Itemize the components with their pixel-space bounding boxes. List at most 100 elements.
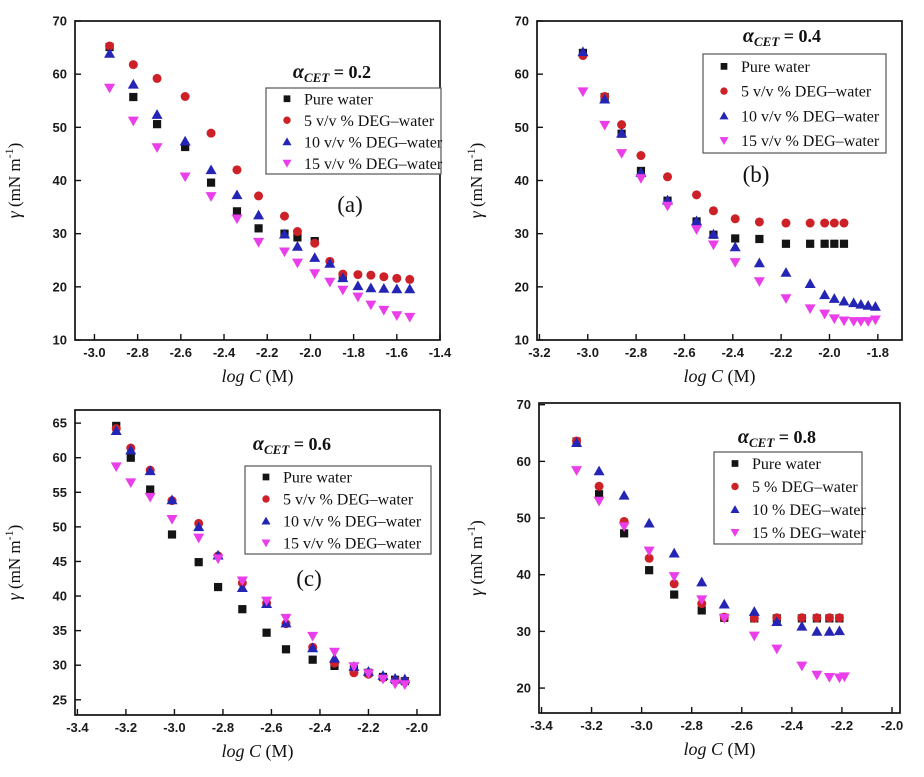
legend: Pure water 5 v/v % DEG–water 10 v/v % DEG–… (265, 87, 443, 175)
panel-title: αCET = 0.2 (293, 61, 371, 85)
svg-text:50: 50 (53, 519, 67, 534)
svg-text:-2.8: -2.8 (126, 345, 148, 360)
svg-text:-1.8: -1.8 (867, 345, 889, 360)
svg-text:-2.8: -2.8 (625, 345, 647, 360)
svg-text:Pure water: Pure water (752, 456, 822, 473)
y-axis-label: γ (mN m-1) (464, 143, 486, 219)
svg-text:-2.4: -2.4 (781, 718, 804, 733)
panel-letter: (c) (296, 566, 322, 591)
svg-text:-3.4: -3.4 (530, 718, 553, 733)
svg-text:Pure water: Pure water (741, 59, 811, 76)
series-15-v-v-deg-water (110, 462, 411, 690)
svg-text:60: 60 (53, 67, 67, 82)
plot-border (538, 402, 901, 714)
svg-text:-3.0: -3.0 (630, 718, 652, 733)
svg-text:55: 55 (53, 485, 67, 500)
chart-d: -3.4 -3.2 -3.0 -2.8 -2.6 -2.4 -2.2 -2.0 20 30 40 50… (464, 397, 903, 760)
legend: Pure water 5 v/v % DEG–water 10 v/v % DEG–… (702, 53, 887, 154)
svg-text:65: 65 (53, 416, 67, 431)
panel-title: αCET = 0.4 (743, 25, 821, 49)
subplot-d: -3.4 -3.2 -3.0 -2.8 -2.6 -2.4 -2.2 -2.0 20 30 40 50… (462, 390, 924, 777)
svg-text:-3.0: -3.0 (163, 720, 185, 735)
svg-text:-2.2: -2.2 (357, 720, 379, 735)
x-axis-label: log C (M) (683, 739, 755, 760)
panel-title: αCET = 0.6 (253, 433, 331, 457)
y-axis-ticks: 25 30 35 40 45 50 55 60 65 (53, 416, 81, 707)
chart-a: -3.0 -2.8 -2.6 -2.4 -2.2 -2.0 -1.8 -1.6 -1.4 10 20… (2, 14, 452, 388)
svg-text:-2.4: -2.4 (213, 345, 236, 360)
svg-text:15 % DEG–water: 15 % DEG–water (752, 525, 866, 542)
svg-text:15 v/v % DEG–water: 15 v/v % DEG–water (741, 133, 880, 150)
svg-text:-2.6: -2.6 (731, 718, 753, 733)
svg-text:40: 40 (53, 173, 67, 188)
svg-text:60: 60 (515, 67, 529, 82)
svg-text:-2.0: -2.0 (818, 345, 840, 360)
svg-text:10 v/v % DEG–water: 10 v/v % DEG–water (741, 108, 880, 125)
svg-text:10: 10 (515, 333, 529, 348)
x-axis-label: log C (M) (683, 366, 755, 387)
svg-text:-2.6: -2.6 (170, 345, 192, 360)
svg-text:70: 70 (53, 14, 67, 29)
series-10-v-v-deg-water (577, 46, 881, 311)
svg-text:30: 30 (515, 226, 529, 241)
svg-text:-3.2: -3.2 (580, 718, 602, 733)
svg-text:Pure water: Pure water (283, 470, 353, 487)
svg-text:-3.2: -3.2 (528, 345, 550, 360)
svg-text:-1.4: -1.4 (429, 345, 452, 360)
svg-text:-2.0: -2.0 (406, 720, 428, 735)
svg-text:5 v/v % DEG–water: 5 v/v % DEG–water (283, 492, 414, 509)
series-15-deg-water (571, 466, 850, 684)
svg-text:-2.0: -2.0 (881, 718, 903, 733)
svg-text:-2.2: -2.2 (256, 345, 278, 360)
svg-text:-3.0: -3.0 (83, 345, 105, 360)
svg-text:-2.4: -2.4 (309, 720, 332, 735)
svg-text:40: 40 (53, 589, 67, 604)
svg-text:Pure water: Pure water (304, 91, 374, 108)
svg-text:40: 40 (515, 173, 529, 188)
svg-text:20: 20 (517, 681, 531, 696)
svg-text:60: 60 (517, 454, 531, 469)
y-axis-ticks: 20 30 40 50 60 70 (517, 397, 545, 696)
series-15-v-v-deg-water (577, 87, 881, 327)
plot-border (74, 409, 441, 716)
svg-text:50: 50 (53, 120, 67, 135)
svg-text:50: 50 (517, 511, 531, 526)
y-axis-label: γ (mN m-1) (2, 525, 24, 601)
svg-text:5 v/v % DEG–water: 5 v/v % DEG–water (304, 113, 435, 130)
svg-text:20: 20 (515, 279, 529, 294)
svg-text:30: 30 (517, 624, 531, 639)
svg-text:70: 70 (515, 14, 529, 29)
svg-text:30: 30 (53, 226, 67, 241)
series-10-deg-water (571, 437, 845, 636)
x-axis-ticks: -3.4 -3.2 -3.0 -2.8 -2.6 -2.4 -2.2 -2.0 (66, 709, 428, 735)
panel-letter: (a) (337, 192, 363, 217)
svg-text:-2.6: -2.6 (260, 720, 282, 735)
svg-text:-3.0: -3.0 (577, 345, 599, 360)
subplot-b: -3.2 -3.0 -2.8 -2.6 -2.4 -2.2 -2.0 -1.8 10 20 30 40… (462, 0, 924, 390)
x-axis-ticks: -3.2 -3.0 -2.8 -2.6 -2.4 -2.2 -2.0 -1.8 (528, 334, 889, 360)
svg-text:10 v/v % DEG–water: 10 v/v % DEG–water (283, 514, 422, 531)
subplot-c: -3.4 -3.2 -3.0 -2.8 -2.6 -2.4 -2.2 -2.0 25 30 35 40… (0, 390, 462, 777)
series-10-v-v-deg-water (104, 48, 416, 294)
svg-text:10 % DEG–water: 10 % DEG–water (752, 502, 866, 519)
subplot-a: -3.0 -2.8 -2.6 -2.4 -2.2 -2.0 -1.8 -1.6 -1.4 10 20… (0, 0, 462, 390)
x-axis-ticks: -3.0 -2.8 -2.6 -2.4 -2.2 -2.0 -1.8 -1.6 -1.4 (83, 334, 452, 360)
x-axis-ticks: -3.4 -3.2 -3.0 -2.8 -2.6 -2.4 -2.2 -2.0 (530, 707, 903, 733)
svg-text:-2.2: -2.2 (770, 345, 792, 360)
svg-text:-2.4: -2.4 (722, 345, 745, 360)
svg-text:-2.8: -2.8 (681, 718, 703, 733)
svg-text:10: 10 (53, 333, 67, 348)
svg-text:-3.4: -3.4 (66, 720, 89, 735)
svg-text:70: 70 (517, 397, 531, 412)
x-axis-label: log C (M) (221, 741, 293, 762)
svg-text:-2.2: -2.2 (831, 718, 853, 733)
svg-text:30: 30 (53, 658, 67, 673)
legend: Pure water 5 % DEG–water 10 % DEG–water 15 … (713, 451, 866, 545)
svg-text:-1.8: -1.8 (342, 345, 364, 360)
svg-text:-2.0: -2.0 (299, 345, 321, 360)
y-axis-ticks: 10 20 30 40 50 60 70 (53, 14, 81, 348)
svg-text:5 % DEG–water: 5 % DEG–water (752, 479, 858, 496)
series-15-v-v-deg-water (104, 83, 416, 323)
x-axis-label: log C (M) (221, 366, 293, 387)
svg-text:15 v/v % DEG–water: 15 v/v % DEG–water (283, 536, 422, 553)
